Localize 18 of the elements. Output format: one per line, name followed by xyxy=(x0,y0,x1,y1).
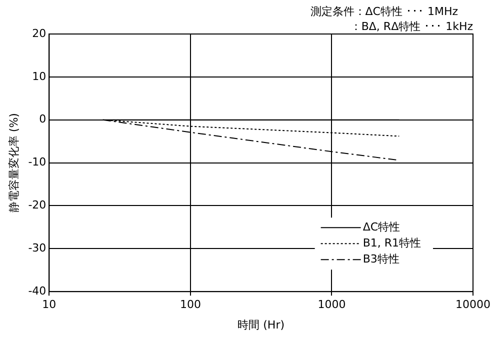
x-tick-label: 1000 xyxy=(318,298,346,312)
y-axis-title: 静電容量変化率 (%) xyxy=(7,113,20,213)
text: ：BΔ, RΔ特性 ･･･ 1kHz xyxy=(350,20,474,33)
x-tick-label: 10 xyxy=(42,298,56,312)
y-tick-label: -10 xyxy=(28,156,46,169)
legend-label: B1, R1特性 xyxy=(362,236,422,250)
y-tick-label: 10 xyxy=(32,70,46,83)
y-tick-label: 0 xyxy=(39,112,46,126)
y-tick-label: 20 xyxy=(32,26,46,40)
y-tick-label: -20 xyxy=(28,198,46,212)
x-tick-label: 10000 xyxy=(456,298,490,312)
y-tick-label: -40 xyxy=(28,284,46,298)
x-axis-title: 時間 (Hr) xyxy=(238,318,285,332)
y-tick-label: -30 xyxy=(28,242,46,255)
x-tick-label: 100 xyxy=(180,298,201,312)
text: 測定条件：ΔC特性 ･･･ 1MHz xyxy=(310,4,458,18)
legend-label: B3特性 xyxy=(362,252,400,266)
legend-label: ΔC特性 xyxy=(362,220,400,234)
